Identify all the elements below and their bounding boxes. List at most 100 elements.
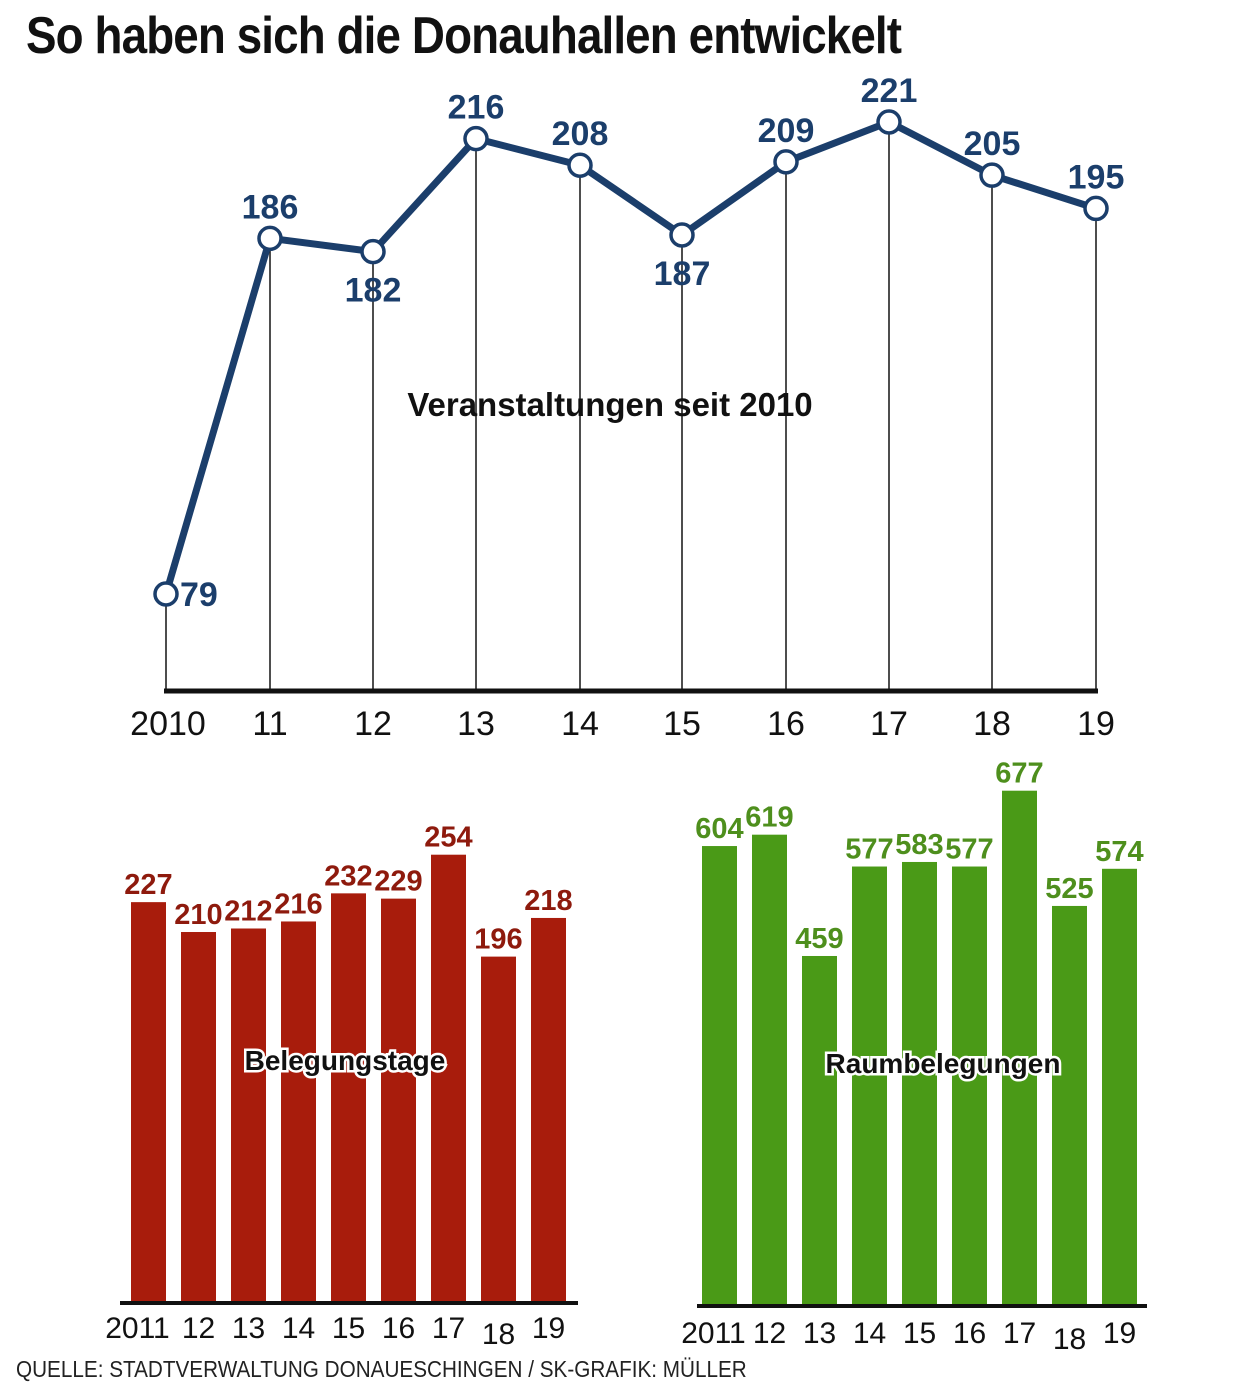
bar-value-label: 218 bbox=[524, 885, 572, 917]
x-tick-label: 17 bbox=[432, 1312, 465, 1345]
x-tick-label: 11 bbox=[252, 705, 287, 743]
line-chart-dropline-group bbox=[165, 122, 1097, 691]
x-tick-label: 18 bbox=[482, 1318, 515, 1351]
data-label: 182 bbox=[345, 272, 402, 310]
x-tick-label: 12 bbox=[182, 1312, 215, 1345]
data-label: 209 bbox=[758, 112, 815, 150]
line-chart-x-ticks: 2010 11 12 13 14 15 16 17 18 19 bbox=[130, 705, 1115, 743]
bar-value-label: 604 bbox=[695, 813, 743, 845]
data-point bbox=[463, 125, 489, 152]
data-label: 205 bbox=[964, 125, 1021, 163]
bar-value-label: 229 bbox=[374, 866, 422, 898]
bar-value-label: 227 bbox=[124, 869, 172, 901]
bar bbox=[702, 846, 737, 1304]
data-point bbox=[1083, 195, 1109, 222]
data-point bbox=[567, 152, 593, 178]
x-tick-label: 12 bbox=[354, 705, 392, 743]
data-label: 187 bbox=[654, 255, 711, 293]
bar bbox=[281, 921, 316, 1301]
bar-value-label: 232 bbox=[324, 860, 372, 892]
data-label: 221 bbox=[861, 72, 918, 110]
x-tick-label: 18 bbox=[1053, 1323, 1086, 1356]
x-tick-label: 16 bbox=[767, 705, 805, 743]
source-note: QUELLE: STADTVERWALTUNG DONAUESCHINGEN /… bbox=[16, 1356, 747, 1382]
x-tick-label: 16 bbox=[953, 1317, 986, 1350]
belegungstage-title: Belegungstage bbox=[245, 1045, 446, 1076]
data-point bbox=[773, 149, 799, 175]
line-chart-title: Veranstaltungen seit 2010 bbox=[407, 386, 812, 423]
bar-value-label: 216 bbox=[274, 888, 322, 920]
data-point bbox=[257, 225, 283, 252]
x-tick-label: 15 bbox=[332, 1312, 365, 1345]
x-tick-label: 19 bbox=[1077, 705, 1115, 743]
data-point bbox=[876, 109, 902, 135]
bar bbox=[1052, 905, 1087, 1304]
x-tick-label: 2011 bbox=[681, 1317, 746, 1350]
data-label: 208 bbox=[552, 115, 609, 153]
series-line bbox=[162, 118, 1098, 595]
bar-value-label: 212 bbox=[224, 895, 272, 927]
data-point bbox=[360, 238, 386, 265]
bar-value-label: 459 bbox=[795, 923, 843, 955]
x-tick-label: 2010 bbox=[130, 705, 206, 743]
bar-value-label: 583 bbox=[895, 829, 943, 861]
bar-value-label: 525 bbox=[1045, 873, 1093, 905]
x-tick-label: 2011 bbox=[105, 1312, 170, 1345]
x-tick-label: 14 bbox=[561, 705, 599, 743]
bar bbox=[1102, 868, 1137, 1304]
x-tick-label: 19 bbox=[532, 1312, 565, 1345]
x-tick-label: 12 bbox=[753, 1317, 786, 1350]
bar bbox=[131, 902, 166, 1301]
bar bbox=[331, 893, 366, 1301]
bar-value-label: 577 bbox=[945, 834, 993, 866]
bar bbox=[802, 955, 837, 1304]
x-tick-label: 13 bbox=[457, 705, 495, 743]
x-tick-label: 19 bbox=[1103, 1317, 1136, 1350]
bar bbox=[231, 928, 266, 1301]
bar bbox=[852, 866, 887, 1304]
bar bbox=[431, 854, 466, 1301]
bar bbox=[752, 834, 787, 1304]
bar-value-label: 210 bbox=[174, 899, 222, 931]
data-label: 195 bbox=[1068, 158, 1125, 196]
bar bbox=[531, 917, 566, 1301]
data-point bbox=[669, 222, 695, 248]
bar-value-label: 677 bbox=[995, 758, 1043, 790]
x-tick-label: 14 bbox=[853, 1317, 886, 1350]
x-tick-label: 13 bbox=[803, 1317, 836, 1350]
bar-value-label: 577 bbox=[845, 834, 893, 866]
x-tick-label: 14 bbox=[282, 1312, 315, 1345]
x-tick-label: 16 bbox=[382, 1312, 415, 1345]
page-title: So haben sich die Donauhallen entwickelt bbox=[26, 7, 902, 65]
bar-value-label: 196 bbox=[474, 924, 522, 956]
bar-value-label: 254 bbox=[424, 822, 472, 854]
raumbelegungen-x-ticks: 2011 12 13 14 15 16 17 18 19 bbox=[681, 1317, 1136, 1356]
x-tick-label: 17 bbox=[870, 705, 908, 743]
bar-value-label: 574 bbox=[1095, 836, 1143, 868]
data-label: 186 bbox=[242, 188, 299, 226]
bar bbox=[381, 898, 416, 1301]
raumbelegungen-title: Raumbelegungen bbox=[826, 1048, 1061, 1079]
data-label: 79 bbox=[180, 576, 218, 614]
x-tick-label: 17 bbox=[1003, 1317, 1036, 1350]
x-tick-label: 15 bbox=[663, 705, 701, 743]
belegungstage-x-ticks: 2011 12 13 14 15 16 17 18 19 bbox=[105, 1312, 565, 1351]
bar-value-label: 619 bbox=[745, 802, 793, 834]
events-line-chart: Veranstaltungen seit 2010 79 186 182 216 208… bbox=[130, 72, 1125, 743]
bar bbox=[1002, 790, 1037, 1304]
data-point bbox=[979, 162, 1005, 188]
x-tick-label: 18 bbox=[973, 705, 1011, 743]
x-tick-label: 15 bbox=[903, 1317, 936, 1350]
bar bbox=[952, 866, 987, 1304]
line-chart-series: 79 186 182 216 208 187 209 221 205 195 bbox=[153, 72, 1125, 614]
bar bbox=[481, 956, 516, 1301]
bar bbox=[181, 932, 216, 1301]
bar bbox=[902, 861, 937, 1304]
data-point bbox=[153, 581, 179, 607]
x-tick-label: 13 bbox=[232, 1312, 265, 1345]
data-label: 216 bbox=[448, 89, 505, 127]
